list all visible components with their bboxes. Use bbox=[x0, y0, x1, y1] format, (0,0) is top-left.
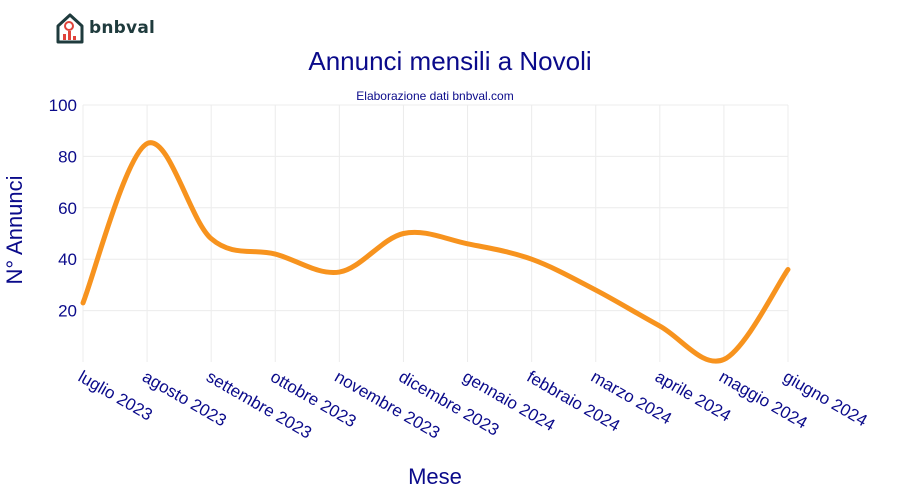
series-line bbox=[80, 140, 791, 364]
chart-title: Annunci mensili a Novoli bbox=[308, 46, 591, 76]
grid bbox=[82, 104, 789, 362]
house-chart-icon bbox=[56, 13, 84, 44]
y-tick-label: 60 bbox=[58, 199, 77, 218]
series bbox=[80, 140, 791, 364]
y-tick-label: 40 bbox=[58, 250, 77, 269]
y-tick-label: 20 bbox=[58, 302, 77, 321]
y-tick-label: 100 bbox=[49, 96, 77, 115]
brand-name: bnbval bbox=[89, 18, 156, 38]
chart-subtitle: Elaborazione dati bnbval.com bbox=[356, 89, 513, 103]
y-axis-ticks: 20 40 60 80 100 bbox=[49, 96, 77, 321]
y-tick-label: 80 bbox=[58, 147, 77, 166]
x-axis-label: Mese bbox=[408, 464, 462, 489]
y-axis-label: N° Annunci bbox=[2, 175, 27, 284]
brand-logo: bnbval bbox=[55, 12, 155, 44]
